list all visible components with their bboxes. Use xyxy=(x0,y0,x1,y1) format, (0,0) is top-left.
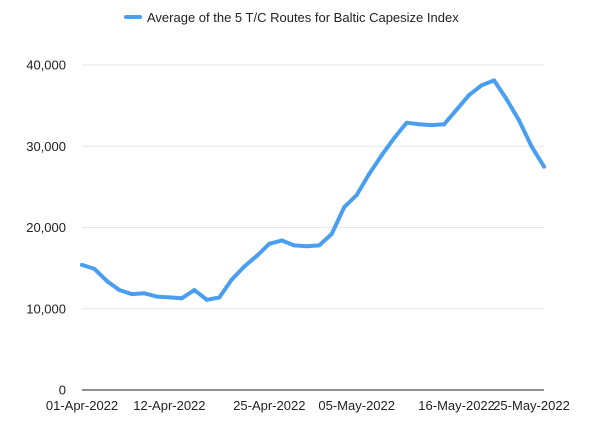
data-point xyxy=(529,144,534,149)
legend: Average of the 5 T/C Routes for Baltic C… xyxy=(124,10,459,25)
data-point xyxy=(292,243,297,248)
data-point xyxy=(392,136,397,141)
gridlines xyxy=(82,64,544,310)
data-point xyxy=(442,122,447,127)
legend-label: Average of the 5 T/C Routes for Baltic C… xyxy=(147,10,459,25)
data-point xyxy=(304,244,309,249)
data-point xyxy=(242,264,247,269)
data-point xyxy=(342,205,347,210)
x-tick-label: 25-May-2022 xyxy=(493,398,570,413)
data-point xyxy=(217,295,222,300)
x-tick-label: 01-Apr-2022 xyxy=(46,398,118,413)
x-tick-label: 25-Apr-2022 xyxy=(233,398,305,413)
data-point xyxy=(492,78,497,83)
data-point xyxy=(542,164,546,169)
data-point xyxy=(267,241,272,246)
data-point xyxy=(504,97,509,102)
data-point xyxy=(167,295,172,300)
data-point xyxy=(317,243,322,248)
x-tick-label: 16-May-2022 xyxy=(418,398,495,413)
y-tick-label: 30,000 xyxy=(26,139,66,154)
data-point xyxy=(229,277,234,282)
data-point xyxy=(80,262,84,267)
y-tick-label: 10,000 xyxy=(26,301,66,316)
y-tick-label: 0 xyxy=(59,383,66,398)
data-point xyxy=(404,120,409,125)
data-point xyxy=(517,118,522,123)
data-point xyxy=(279,238,284,243)
series-line xyxy=(80,78,546,302)
data-point xyxy=(417,122,422,127)
y-axis-ticks: 0 10,000 20,000 30,000 40,000 xyxy=(26,58,66,398)
data-point xyxy=(129,292,134,297)
data-point xyxy=(329,232,334,236)
data-point xyxy=(192,288,197,293)
data-point xyxy=(117,288,122,293)
x-axis-ticks: 01-Apr-2022 12-Apr-2022 25-Apr-2022 05-May-… xyxy=(46,398,570,413)
data-point xyxy=(204,297,209,302)
x-tick-label: 12-Apr-2022 xyxy=(133,398,205,413)
data-point xyxy=(454,107,459,112)
data-point xyxy=(104,279,109,284)
y-tick-label: 40,000 xyxy=(26,58,66,73)
data-point xyxy=(254,253,259,258)
x-tick-label: 05-May-2022 xyxy=(318,398,395,413)
data-point xyxy=(479,83,484,88)
data-point xyxy=(467,93,472,98)
data-point xyxy=(354,193,359,197)
series-group xyxy=(80,78,546,302)
data-point xyxy=(379,153,384,158)
data-point xyxy=(92,266,97,271)
data-point xyxy=(429,123,434,128)
data-point xyxy=(179,296,184,301)
y-tick-label: 20,000 xyxy=(26,220,66,235)
data-point xyxy=(142,291,147,296)
data-point xyxy=(367,171,372,176)
data-point xyxy=(154,294,159,299)
